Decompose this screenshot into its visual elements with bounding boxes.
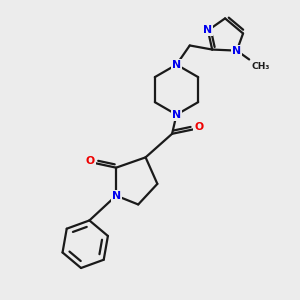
Text: N: N: [203, 26, 212, 35]
Text: N: N: [112, 190, 121, 201]
Text: N: N: [172, 110, 181, 120]
Text: N: N: [172, 60, 181, 70]
Text: O: O: [194, 122, 203, 132]
Text: N: N: [232, 46, 242, 56]
Text: CH₃: CH₃: [251, 62, 270, 71]
Text: O: O: [86, 156, 95, 166]
